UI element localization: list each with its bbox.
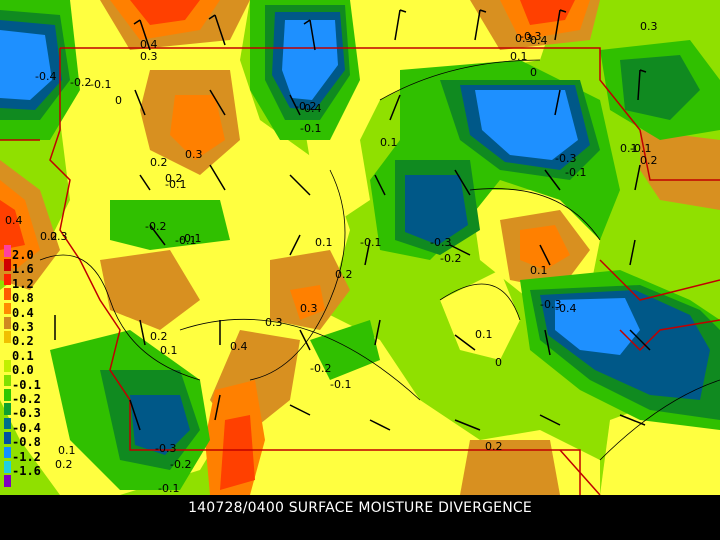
contour-label: -0.1 [180,232,201,245]
contour-lines [39,59,720,461]
legend-swatch [4,374,11,387]
contour-label: -0.1 [330,378,351,391]
contour-label: -0.4 [35,70,56,83]
legend-label: 0.1 [12,348,34,363]
contour-label: 0.4 [140,38,158,51]
contour-label: 0.1 [315,236,333,249]
contour-label: -0.2 [295,100,316,113]
state-borders [0,47,720,495]
contour-label: 0.1 [380,136,398,149]
contour-label: 0.1 [58,444,76,457]
legend-swatch [4,475,11,487]
wind-barbs [54,9,651,431]
contour-label: 0.2 [150,330,168,343]
legend-swatch [4,360,11,372]
contour-label: 0 [115,94,122,107]
contour-fill-neg0.8 [0,20,640,355]
contour-label: 0.1 [160,344,178,357]
contour-label: -0.1 [360,236,381,249]
map-caption: 140728/0400 SURFACE MOISTURE DIVERGENCE [188,500,532,516]
contour-label: -0.3 [520,30,541,43]
contour-fill-0.8 [0,0,575,490]
legend-label: -0.1 [12,377,41,392]
contour-label: -0.2 [70,76,91,89]
legend-label: -1.2 [12,449,41,464]
contour-label: -0.1 [90,78,111,91]
contour-label: 0.3 [300,302,318,315]
legend-swatch [4,273,11,286]
contour-label: -0.1 [565,166,586,179]
moisture-divergence-map: 0.40.3-0.4 -0.2-0.100.3-0.3-0.2-0.1-0.40.… [0,0,720,495]
contour-label: 0.2 [485,440,503,453]
legend-swatch [4,345,11,358]
contour-label: -0.2 [310,362,331,375]
contour-label: -0.2 [145,220,166,233]
legend-swatch [4,403,11,415]
legend-label: 0.2 [12,334,34,349]
contour-label: -0.4 [300,102,321,115]
contour-label: 0.1 [475,328,493,341]
legend-label: 1.2 [12,276,34,291]
legend-label: -0.4 [12,420,41,435]
legend-label: -0.3 [12,406,41,421]
legend-label: 0.8 [12,291,34,306]
legend-swatch [4,461,11,473]
legend-label: -0.8 [12,435,41,450]
contour-label: 0.2 [55,458,73,471]
contour-label: 0.1 [530,264,548,277]
contour-label: -0.1 [165,178,186,191]
contour-label: 0.4 [5,214,23,227]
legend-swatch [4,288,11,300]
contour-label: -0.2 [170,458,191,471]
contour-label: 0.2 [640,154,658,167]
contour-label: 0.2 [165,172,183,185]
legend-swatch [4,446,11,459]
legend-label: 0.0 [12,363,34,378]
contour-label: 0.4 [230,340,248,353]
contour-label: 0.3 [140,50,158,63]
contour-label: -0.3 [555,152,576,165]
contour-label: -0.1 [158,482,179,495]
contour-label: 0.1 [510,50,528,63]
legend-swatch [4,317,11,329]
contour-label: 0.4 [530,34,548,47]
contour-label: 0.3 [50,230,68,243]
legend-label: 2.0 [12,248,34,262]
contour-label: -0.1 [630,142,651,155]
legend-swatch [4,302,11,315]
legend-swatch [4,259,11,271]
legend-swatch [4,417,11,430]
legend-swatch [4,331,11,343]
contour-label: 0.3 [265,316,283,329]
contour-label: 0.3 [640,20,658,33]
legend-label: -1.6 [12,464,41,478]
contour-label: 0 [530,66,537,79]
contour-label: 0.2 [335,268,353,281]
legend-label: 0.3 [12,320,34,334]
contour-label: 0 [495,356,502,369]
legend-swatch [4,245,11,257]
contour-label: 0.2 [150,156,168,169]
legend-swatch [4,432,11,444]
contour-label: -0.3 [155,442,176,455]
contour-label: 0.1 [620,142,638,155]
contour-label: -0.3 [540,298,561,311]
legend-label: -0.2 [12,392,41,406]
contour-label: -0.4 [555,302,576,315]
legend-label: 1.6 [12,262,34,277]
legend-swatch [4,389,11,401]
legend-label: 0.4 [12,305,34,320]
contour-labels: 0.40.3-0.4 -0.2-0.100.3-0.3-0.2-0.1-0.40.… [5,20,658,495]
contour-label: -0.1 [300,122,321,135]
contour-label: -0.3 [430,236,451,249]
contour-label: -0.2 [440,252,461,265]
contour-label: 0.3 [515,32,533,45]
contour-label: 0.3 [185,148,203,161]
contour-label: -0.1 [175,234,196,247]
contour-label: 0.2 [40,230,58,243]
color-legend: 2.0 1.6 1.2 0.8 0.4 0.3 0.2 0.1 0.0 -0.1 -0.2 -0.3-… [0,245,48,515]
